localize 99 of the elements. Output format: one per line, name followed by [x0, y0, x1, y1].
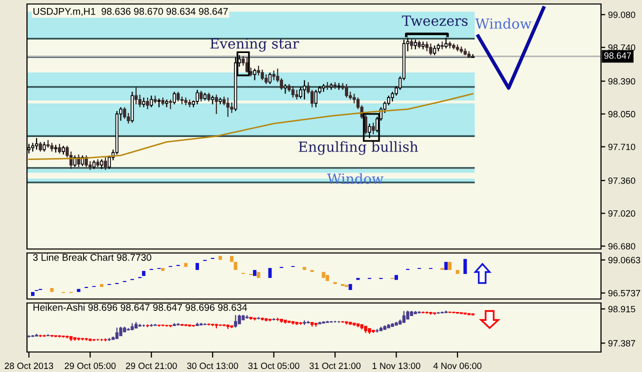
candlestick — [253, 68, 256, 81]
candlestick — [226, 97, 230, 118]
candlestick — [234, 314, 238, 328]
candlestick — [42, 141, 46, 152]
candlestick — [291, 85, 295, 98]
candlestick — [238, 314, 241, 324]
bar — [31, 292, 34, 296]
candlestick — [142, 97, 146, 108]
bar — [142, 270, 146, 276]
candlestick — [410, 38, 414, 50]
candlestick — [100, 158, 104, 170]
x-tick-label: 29 Oct 21:00 — [126, 362, 177, 370]
candlestick — [414, 39, 417, 50]
candlestick — [402, 310, 406, 324]
bar — [463, 258, 467, 274]
y-tick-label: 98.390 — [608, 78, 636, 85]
candlestick — [295, 89, 298, 100]
chart-title: USDJPY.m,H1 98.636 98.670 98.634 98.647 — [33, 8, 228, 16]
bar — [196, 262, 200, 270]
candlestick — [372, 122, 375, 135]
candlestick — [230, 102, 234, 114]
y-tick-label: 99.0663 — [608, 256, 640, 264]
y-tick-label: 97.710 — [608, 144, 636, 150]
bar — [100, 284, 104, 287]
y-tick-label: 97.020 — [608, 210, 636, 217]
candlestick — [302, 80, 306, 100]
y-tick-label: 97.387 — [608, 340, 636, 346]
x-tick-label: 1 Nov 13:00 — [372, 362, 420, 370]
candlestick — [196, 89, 199, 105]
candlestick — [444, 37, 448, 49]
candlestick — [104, 156, 108, 170]
y-tick-label: 98.050 — [608, 110, 636, 118]
y-tick-label: 99.080 — [608, 12, 636, 18]
candlestick — [200, 90, 203, 102]
bar — [161, 268, 165, 271]
candlestick — [38, 141, 42, 152]
annotation: Engulfing bullish — [298, 141, 418, 155]
candlestick — [256, 65, 260, 76]
candlestick — [146, 97, 150, 110]
ref-line-label: 98.647 — [604, 52, 632, 59]
candlestick — [352, 93, 356, 104]
y-tick-label: 98.740 — [608, 44, 636, 51]
candlestick — [272, 70, 276, 81]
bar — [302, 266, 306, 270]
x-tick-label: 30 Oct 13:00 — [187, 362, 238, 370]
candlestick — [58, 143, 62, 154]
candlestick — [54, 144, 58, 154]
chart-title: Heiken-Ashi 98.696 98.647 98.647 98.696 98.634 — [34, 304, 248, 311]
candlestick — [284, 84, 287, 94]
candlestick — [280, 78, 284, 90]
candlestick — [115, 327, 118, 340]
candlestick — [425, 41, 428, 52]
candlestick — [168, 98, 172, 110]
candlestick — [268, 72, 272, 85]
candlestick — [214, 94, 218, 115]
candlestick — [432, 44, 436, 56]
candlestick — [299, 86, 302, 100]
bar — [234, 262, 238, 270]
chart-title: 3 Line Break Chart 98.7730 — [33, 254, 152, 261]
y-tick-label: 98.915 — [608, 306, 636, 312]
candlestick — [172, 91, 176, 105]
annotation: Window — [327, 173, 384, 184]
x-tick-label: 4 Nov 06:00 — [433, 362, 482, 370]
x-tick-label: 28 Oct 2013 — [4, 362, 54, 370]
y-tick-label: 97.360 — [608, 177, 636, 184]
x-tick-label: 31 Oct 05:00 — [248, 362, 300, 370]
x-tick-label: 29 Oct 05:00 — [64, 362, 116, 370]
bar — [218, 256, 222, 260]
candlestick — [126, 112, 130, 124]
candlestick — [84, 154, 88, 168]
annotation: Evening star — [210, 38, 300, 52]
y-tick-label: 96.680 — [608, 243, 636, 250]
annotation: Tweezers — [402, 16, 468, 26]
candlestick — [134, 86, 138, 105]
y-tick-label: 96.5737 — [608, 290, 640, 296]
candlestick — [260, 69, 264, 81]
x-tick-label: 31 Oct 21:00 — [310, 362, 361, 370]
bar — [322, 272, 326, 278]
candlestick — [344, 84, 348, 98]
bar — [76, 288, 80, 292]
bar — [394, 275, 398, 280]
annotation: Window — [475, 18, 532, 29]
candlestick — [138, 94, 142, 108]
candlestick — [368, 123, 372, 139]
candlestick — [150, 95, 153, 108]
bar — [448, 262, 452, 270]
bar — [348, 284, 352, 290]
bar — [230, 256, 234, 262]
bar — [184, 262, 188, 267]
candlestick — [35, 138, 38, 150]
bar — [326, 275, 330, 281]
bar — [252, 270, 256, 276]
candlestick — [123, 106, 126, 120]
candlestick — [429, 42, 432, 56]
candlestick — [264, 74, 268, 85]
candlestick — [176, 91, 180, 102]
candlestick — [31, 142, 34, 152]
bar — [50, 288, 54, 292]
candlestick — [314, 89, 318, 108]
